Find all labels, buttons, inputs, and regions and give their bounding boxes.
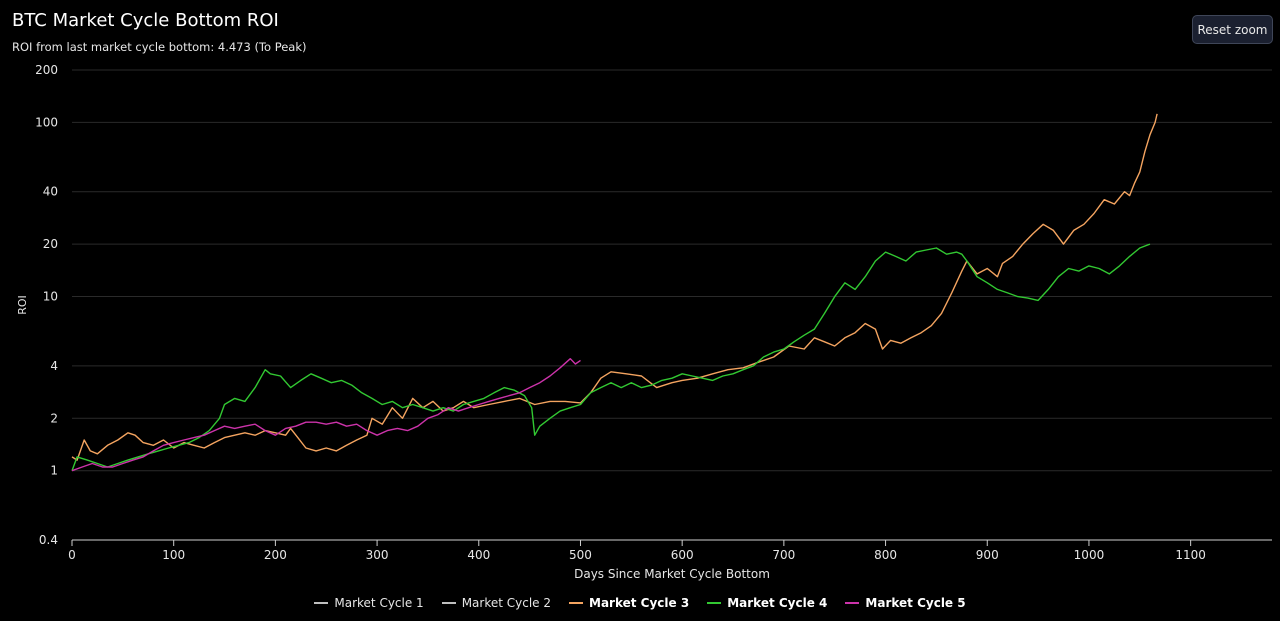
legend-swatch bbox=[707, 602, 722, 604]
series-line-market-cycle-3[interactable] bbox=[71, 113, 1158, 461]
chart-title: BTC Market Cycle Bottom ROI bbox=[12, 10, 279, 31]
legend-item-market-cycle-4[interactable]: Market Cycle 4 bbox=[707, 596, 827, 610]
y-tick-label: 10 bbox=[43, 290, 58, 304]
axis-layer: 0.4 1 2 4 10 20 40 100 200 0 100 200 300 400 500 600 700… bbox=[35, 63, 1272, 562]
y-tick-label: 20 bbox=[43, 237, 58, 251]
legend-item-market-cycle-3[interactable]: Market Cycle 3 bbox=[569, 596, 689, 610]
x-tick-label: 900 bbox=[976, 548, 999, 562]
legend-label: Market Cycle 2 bbox=[461, 596, 551, 610]
y-tick-label: 2 bbox=[50, 411, 58, 425]
x-tick-label: 500 bbox=[569, 548, 592, 562]
legend-swatch bbox=[569, 602, 583, 604]
legend-item-market-cycle-5[interactable]: Market Cycle 5 bbox=[845, 596, 966, 610]
x-tick-label: 400 bbox=[467, 548, 490, 562]
x-tick-label: 100 bbox=[162, 548, 185, 562]
legend-label: Market Cycle 1 bbox=[334, 596, 424, 610]
series-line-market-cycle-5[interactable] bbox=[71, 358, 581, 472]
y-tick-label: 40 bbox=[43, 185, 58, 199]
y-tick-label: 200 bbox=[35, 63, 58, 77]
grid-layer bbox=[72, 69, 1272, 472]
legend-label: Market Cycle 4 bbox=[727, 596, 828, 610]
series-line-market-cycle-4[interactable] bbox=[71, 243, 1151, 471]
y-tick-label: 4 bbox=[50, 359, 58, 373]
x-tick-label: 1100 bbox=[1175, 548, 1206, 562]
x-tick-label: 700 bbox=[772, 548, 795, 562]
x-axis-title: Days Since Market Cycle Bottom bbox=[574, 567, 770, 581]
legend-label: Market Cycle 3 bbox=[589, 596, 690, 610]
legend-swatch bbox=[845, 602, 860, 604]
reset-zoom-button[interactable]: Reset zoom bbox=[1192, 15, 1273, 44]
x-tick-label: 300 bbox=[366, 548, 389, 562]
y-tick-label: 1 bbox=[50, 464, 58, 478]
y-tick-label: 100 bbox=[35, 115, 58, 129]
x-tick-label: 800 bbox=[874, 548, 897, 562]
x-tick-label: 600 bbox=[671, 548, 694, 562]
y-tick-label: 0.4 bbox=[39, 533, 58, 547]
legend-item-market-cycle-2[interactable]: Market Cycle 2 bbox=[441, 596, 551, 610]
legend-swatch bbox=[314, 602, 329, 604]
x-tick-label: 200 bbox=[264, 548, 287, 562]
chart-subtitle: ROI from last market cycle bottom: 4.473… bbox=[12, 40, 307, 54]
legend-label: Market Cycle 5 bbox=[865, 596, 966, 610]
x-tick-label: 0 bbox=[68, 548, 76, 562]
series-layer bbox=[71, 113, 1158, 472]
x-tick-label: 1000 bbox=[1074, 548, 1105, 562]
y-axis-title: ROI bbox=[16, 295, 29, 315]
chart-legend: Market Cycle 1 Market Cycle 2 Market Cycle… bbox=[0, 596, 1280, 610]
legend-item-market-cycle-1[interactable]: Market Cycle 1 bbox=[314, 596, 424, 610]
legend-swatch bbox=[441, 602, 456, 604]
